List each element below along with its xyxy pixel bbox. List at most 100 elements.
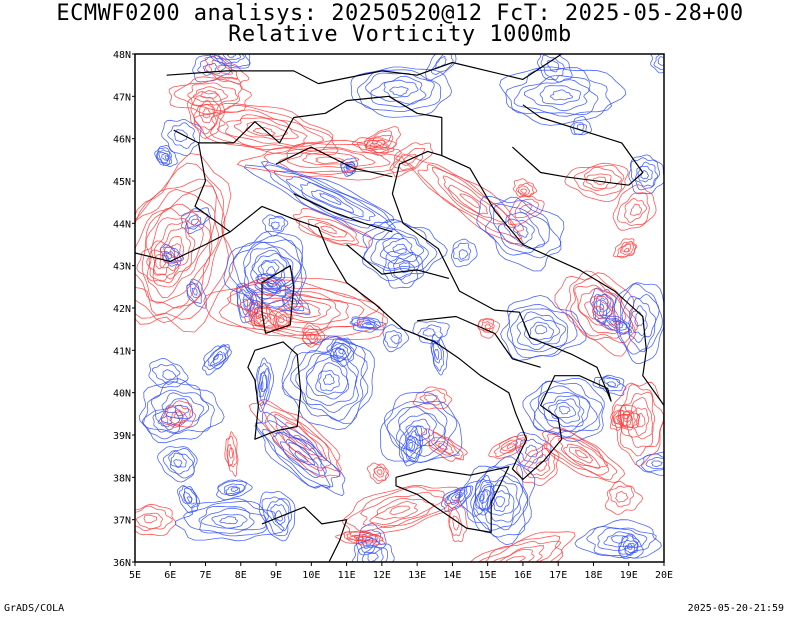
- contour-line: [266, 498, 290, 531]
- contour-line: [596, 297, 609, 316]
- contour-line: [274, 413, 328, 461]
- coastlines: [135, 54, 664, 562]
- contour-line: [448, 499, 468, 543]
- contour-line: [343, 531, 384, 544]
- contour-line: [506, 304, 578, 359]
- lat-tick-label: 43N: [113, 262, 131, 273]
- contour-line: [522, 377, 605, 443]
- contour-line: [360, 491, 445, 528]
- contour-line: [292, 207, 372, 248]
- contour-line: [569, 115, 592, 136]
- contour-line: [329, 337, 355, 363]
- contour-line: [200, 507, 255, 531]
- contour-line: [515, 182, 535, 198]
- contour-line: [384, 330, 402, 349]
- contour-line: [618, 283, 663, 355]
- contour-line: [253, 307, 277, 328]
- contour-line: [481, 479, 520, 523]
- contour-line: [512, 178, 537, 198]
- contour-line: [262, 214, 289, 237]
- contour-line: [150, 389, 209, 434]
- contour-line: [185, 214, 202, 229]
- contour-line: [271, 431, 326, 479]
- contour-line: [420, 428, 468, 462]
- contour-line: [527, 454, 551, 477]
- contour-line: [281, 289, 311, 316]
- contour-line: [141, 406, 184, 440]
- contour-line: [235, 282, 259, 324]
- contour-line: [609, 485, 635, 508]
- contour-line: [447, 184, 489, 215]
- contour-line: [349, 316, 387, 333]
- contour-line: [539, 85, 582, 105]
- contour-line: [224, 430, 239, 477]
- contour-line: [163, 246, 182, 263]
- contour-line: [226, 54, 236, 58]
- lat-tick-label: 36N: [113, 558, 131, 569]
- contour-line: [343, 161, 356, 174]
- contour-line: [169, 243, 182, 259]
- contour-line: [476, 195, 565, 272]
- contour-line: [361, 546, 384, 562]
- latitude-labels: 36N 37N 38N 39N 40N 41N 42N 43N 44N 45N 46N 47N 48N: [113, 50, 131, 569]
- contour-line: [650, 54, 664, 74]
- contour-line: [319, 193, 342, 206]
- lat-tick-label: 45N: [113, 177, 131, 188]
- contour-line: [389, 86, 409, 97]
- contour-line: [484, 540, 562, 562]
- contour-line: [578, 287, 620, 331]
- contour-line: [629, 157, 661, 191]
- contour-line: [279, 439, 320, 475]
- contour-line: [558, 436, 609, 469]
- contour-line: [619, 242, 634, 255]
- lon-tick-label: 6E: [164, 570, 176, 581]
- contour-line: [543, 429, 617, 481]
- contour-line: [453, 242, 472, 262]
- contour-line: [227, 443, 235, 466]
- contour-line: [524, 444, 539, 458]
- contour-line: [541, 426, 626, 483]
- contour-line: [194, 102, 339, 156]
- contour-line: [294, 450, 309, 463]
- contour-line: [175, 497, 285, 542]
- contour-line: [203, 344, 230, 371]
- contour-line: [288, 305, 311, 314]
- contour-line: [208, 60, 239, 80]
- contour-line: [506, 443, 516, 450]
- contour-line: [389, 142, 434, 178]
- contour-line: [219, 516, 239, 525]
- lat-tick-label: 46N: [113, 135, 131, 146]
- contour-line: [470, 474, 495, 517]
- coastline: [417, 315, 541, 368]
- contour-line: [345, 486, 449, 532]
- contour-line: [292, 434, 308, 447]
- contour-line: [135, 512, 163, 530]
- coastline: [261, 265, 295, 334]
- contour-line: [427, 431, 464, 460]
- longitude-labels: 5E 6E 7E 8E 9E 10E 11E 12E 13E 14E 15E 16E 17E 18E 19E…: [129, 570, 673, 581]
- contour-line: [610, 535, 629, 544]
- contour-line: [479, 489, 489, 505]
- contour-line: [408, 441, 414, 450]
- contour-line: [217, 479, 247, 497]
- contour-line: [145, 207, 211, 299]
- contour-line: [477, 535, 563, 562]
- contour-line: [258, 367, 271, 406]
- contour-line: [148, 358, 189, 389]
- contour-line: [497, 212, 545, 250]
- contour-line: [138, 378, 225, 444]
- contour-line: [217, 64, 234, 75]
- contour-line: [372, 465, 390, 482]
- contour-line: [434, 440, 454, 455]
- contour-line: [477, 317, 495, 334]
- contour-line: [575, 449, 589, 459]
- contour-line: [603, 531, 640, 548]
- contour-line: [565, 270, 639, 344]
- contour-line: [230, 487, 239, 492]
- lon-tick-label: 15E: [479, 570, 497, 581]
- contour-line: [472, 467, 528, 531]
- contour-line: [369, 497, 435, 526]
- contour-line: [592, 374, 627, 397]
- contour-line: [370, 228, 429, 270]
- contour-line: [619, 383, 664, 457]
